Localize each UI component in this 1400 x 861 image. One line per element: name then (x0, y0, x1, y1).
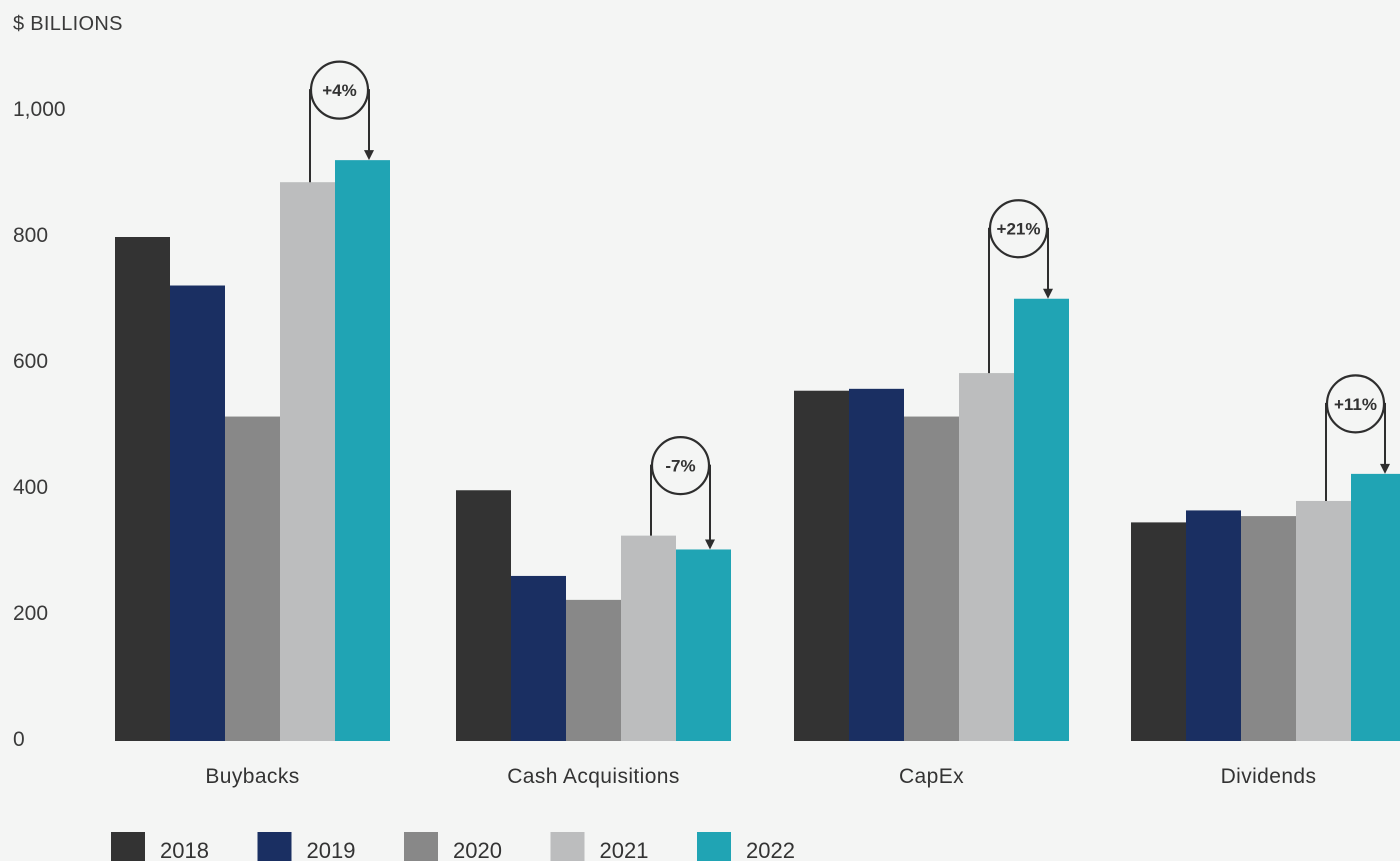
legend-item: 2019 (257, 832, 356, 861)
change-annotations: +4% -7% +21% +11% (309, 60, 1390, 550)
bar-group (115, 160, 390, 741)
bar-2021 (959, 373, 1014, 741)
legend-item: 2018 (111, 832, 209, 861)
bar-2018 (794, 390, 849, 741)
legend-swatch (111, 832, 145, 861)
category-label: CapEx (899, 765, 964, 788)
arrowhead-icon (1043, 288, 1053, 299)
annotation-circle (1325, 374, 1386, 434)
legend-label: 2019 (307, 838, 356, 861)
change-annotation: +4% (309, 60, 374, 183)
bar-2020 (225, 416, 280, 741)
y-axis-ticks: 0 200 400 600 800 1,000 (13, 98, 66, 751)
legend-item: 2020 (404, 832, 502, 861)
change-annotation: +11% (1325, 374, 1390, 501)
legend-label: 2020 (453, 838, 502, 861)
change-annotation: +21% (988, 199, 1053, 374)
bar-2018 (1131, 522, 1186, 741)
bar-2019 (170, 285, 225, 741)
legend-item: 2021 (550, 832, 649, 861)
category-label: Dividends (1221, 765, 1317, 788)
legend-swatch (550, 832, 585, 861)
y-tick-label: 600 (13, 350, 48, 373)
bar-group (794, 298, 1069, 741)
y-tick-label: 1,000 (13, 98, 66, 121)
y-tick-label: 0 (13, 728, 25, 751)
bar-2019 (511, 575, 566, 741)
bar-2020 (1241, 516, 1296, 741)
annotation-circle (309, 60, 370, 120)
bar-2022 (676, 549, 731, 741)
bar-2021 (621, 535, 676, 741)
annotation-circle (988, 199, 1049, 259)
bar-2018 (115, 237, 170, 741)
annotation-label: +11% (1334, 395, 1377, 414)
category-label: Buybacks (205, 765, 299, 788)
annotation-circle (650, 436, 711, 496)
annotation-label: +21% (997, 220, 1041, 239)
bar-2018 (456, 490, 511, 741)
legend-swatch (257, 832, 292, 861)
bar-group (456, 490, 731, 741)
y-tick-label: 400 (13, 476, 48, 499)
arrowhead-icon (705, 539, 715, 550)
bar-2020 (904, 416, 959, 741)
bar-2021 (280, 182, 335, 741)
bar-2021 (1296, 500, 1351, 741)
bar-2022 (1351, 473, 1400, 741)
y-tick-label: 200 (13, 602, 48, 625)
legend: 2018 2019 2020 2021 2022 (111, 832, 795, 861)
annotation-label: -7% (665, 457, 695, 476)
legend-label: 2022 (746, 838, 795, 861)
category-label: Cash Acquisitions (507, 765, 680, 788)
bar-2019 (849, 388, 904, 741)
bar-2020 (566, 599, 621, 741)
legend-label: 2021 (600, 838, 649, 861)
annotation-label: +4% (322, 81, 357, 100)
y-tick-label: 800 (13, 224, 48, 247)
arrowhead-icon (364, 150, 374, 161)
change-annotation: -7% (650, 436, 715, 550)
legend-label: 2018 (160, 838, 209, 861)
legend-swatch (404, 832, 438, 861)
bar-2019 (1186, 510, 1241, 741)
y-axis-unit-label: $ BILLIONS (13, 13, 123, 35)
bar-groups (115, 160, 1400, 741)
category-labels: Buybacks Cash Acquisitions CapEx Dividends (205, 765, 1316, 788)
bar-group (1131, 473, 1400, 741)
legend-swatch (697, 832, 731, 861)
legend-item: 2022 (697, 832, 795, 861)
arrowhead-icon (1380, 463, 1390, 474)
bar-2022 (1014, 298, 1069, 741)
bar-2022 (335, 160, 390, 741)
